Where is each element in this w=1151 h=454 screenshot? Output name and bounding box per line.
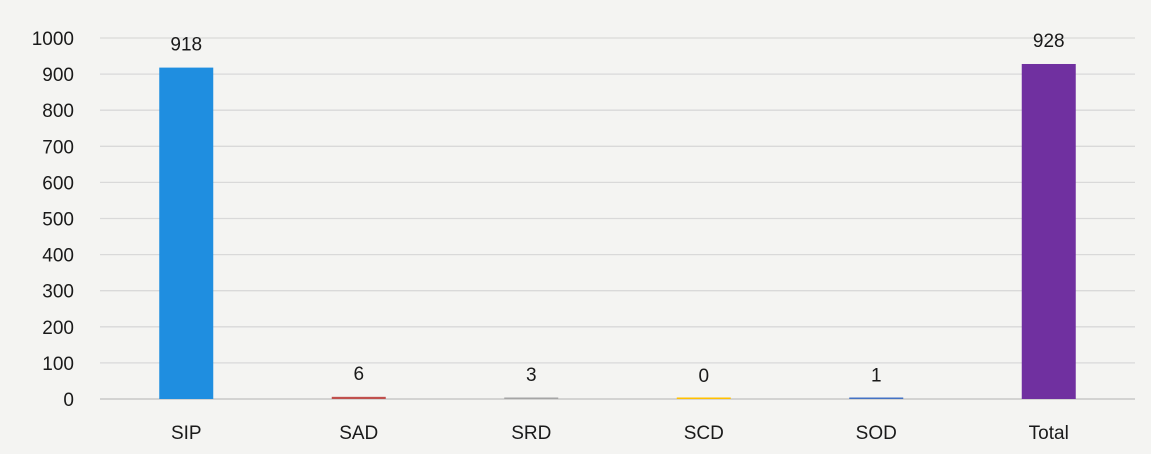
y-tick-label: 400 — [42, 246, 74, 267]
y-axis-ticks: 0 100 200 300 400 500 600 700 800 900 1000 — [32, 29, 74, 411]
category-label-sip: SIP — [171, 423, 202, 444]
x-axis-categories: SIP SAD SRD SCD SOD Total — [171, 423, 1069, 444]
gridlines — [100, 37, 1135, 400]
y-tick-label: 700 — [42, 137, 74, 158]
category-label-total: Total — [1029, 423, 1069, 444]
bars — [159, 63, 1076, 400]
y-tick-label: 800 — [42, 101, 74, 122]
y-tick-label: 500 — [42, 210, 74, 231]
category-label-sod: SOD — [856, 423, 897, 444]
y-tick-label: 900 — [42, 65, 74, 86]
y-tick-label: 600 — [42, 173, 74, 194]
category-label-sad: SAD — [339, 423, 378, 444]
data-label-sad: 6 — [353, 364, 364, 385]
bar-sip — [159, 67, 214, 400]
bar-sod — [849, 397, 904, 399]
category-label-srd: SRD — [511, 423, 551, 444]
data-label-sod: 1 — [871, 366, 882, 387]
y-tick-label: 100 — [42, 354, 74, 375]
y-tick-label: 300 — [42, 282, 74, 303]
y-tick-label: 1000 — [32, 29, 74, 50]
data-labels: 918 6 3 0 1 928 — [170, 31, 1064, 387]
data-label-total: 928 — [1033, 31, 1065, 52]
bar-scd — [676, 397, 731, 399]
y-tick-label: 200 — [42, 318, 74, 339]
y-tick-label: 0 — [63, 390, 74, 411]
data-label-srd: 3 — [526, 365, 537, 386]
bar-sad — [331, 396, 386, 399]
data-label-scd: 0 — [698, 366, 709, 387]
bar-srd — [504, 397, 559, 399]
category-label-scd: SCD — [684, 423, 724, 444]
data-label-sip: 918 — [170, 35, 202, 56]
bar-total — [1021, 63, 1076, 399]
